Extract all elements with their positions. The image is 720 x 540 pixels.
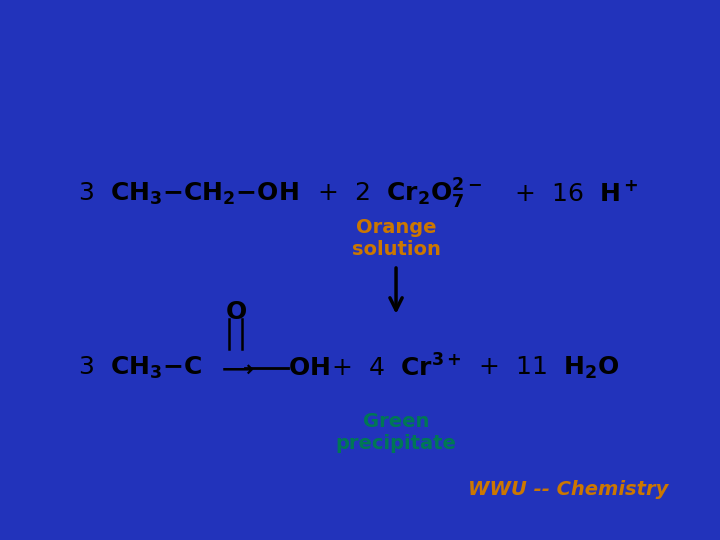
Text: $+\ \ 16\ \ \mathregular{H^+}$: $+\ \ 16\ \ \mathregular{H^+}$ xyxy=(514,181,639,206)
Text: WWU -- Chemistry: WWU -- Chemistry xyxy=(467,480,668,498)
Text: $\mathregular{{\longrightarrow}}$: $\mathregular{{\longrightarrow}}$ xyxy=(217,358,254,379)
Text: Ethanol: Ethanol xyxy=(276,94,444,132)
Text: $+\ \ 2\ \ \mathregular{Cr_2O_7^{2-}}$: $+\ \ 2\ \ \mathregular{Cr_2O_7^{2-}}$ xyxy=(318,177,482,211)
Text: $3\ \ \mathregular{CH_3{-}C}$: $3\ \ \mathregular{CH_3{-}C}$ xyxy=(78,355,202,381)
Text: $\mathregular{OH}$: $\mathregular{OH}$ xyxy=(288,356,330,380)
Text: $3\ \ \mathregular{CH_3{-}CH_2{-}OH}$: $3\ \ \mathregular{CH_3{-}CH_2{-}OH}$ xyxy=(78,181,299,207)
Text: $\mathregular{O}$: $\mathregular{O}$ xyxy=(225,300,246,324)
Text: $+\ \ 4\ \ \mathregular{Cr^{3+}}$: $+\ \ 4\ \ \mathregular{Cr^{3+}}$ xyxy=(330,355,462,382)
Text: $+\ \ 11\ \ \mathregular{H_2O}$: $+\ \ 11\ \ \mathregular{H_2O}$ xyxy=(478,355,619,381)
Text: Orange
solution: Orange solution xyxy=(351,218,441,259)
Text: Green
precipitate: Green precipitate xyxy=(336,411,456,453)
Text: Dichromate Oxidation of: Dichromate Oxidation of xyxy=(92,47,628,85)
